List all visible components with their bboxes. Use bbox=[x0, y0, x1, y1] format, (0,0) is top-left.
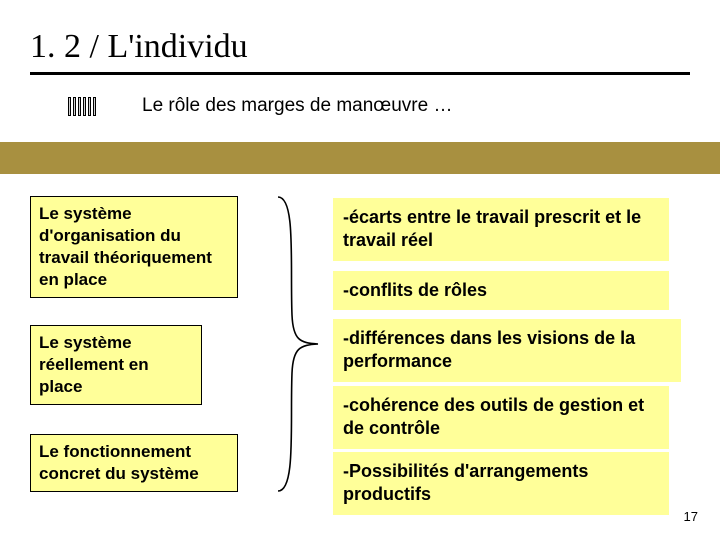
decorative-stripes-icon bbox=[68, 97, 102, 116]
accent-stripe bbox=[0, 142, 720, 174]
left-box-3: Le fonctionnement concret du système bbox=[30, 434, 238, 492]
slide-subtitle: Le rôle des marges de manœuvre … bbox=[142, 95, 452, 117]
slide-title: 1. 2 / L'individu bbox=[30, 28, 690, 75]
left-box-2: Le système réellement en place bbox=[30, 325, 202, 405]
curly-brace-icon bbox=[270, 195, 322, 493]
right-box-5: -Possibilités d'arrangements productifs bbox=[333, 452, 669, 515]
right-box-2: -conflits de rôles bbox=[333, 271, 669, 310]
left-box-1: Le système d'organisation du travail thé… bbox=[30, 196, 238, 298]
right-box-4: -cohérence des outils de gestion et de c… bbox=[333, 386, 669, 449]
page-number: 17 bbox=[684, 509, 698, 524]
right-box-1: -écarts entre le travail prescrit et le … bbox=[333, 198, 669, 261]
slide: 1. 2 / L'individu Le rôle des marges de … bbox=[0, 0, 720, 540]
right-box-3: -différences dans les visions de la perf… bbox=[333, 319, 681, 382]
